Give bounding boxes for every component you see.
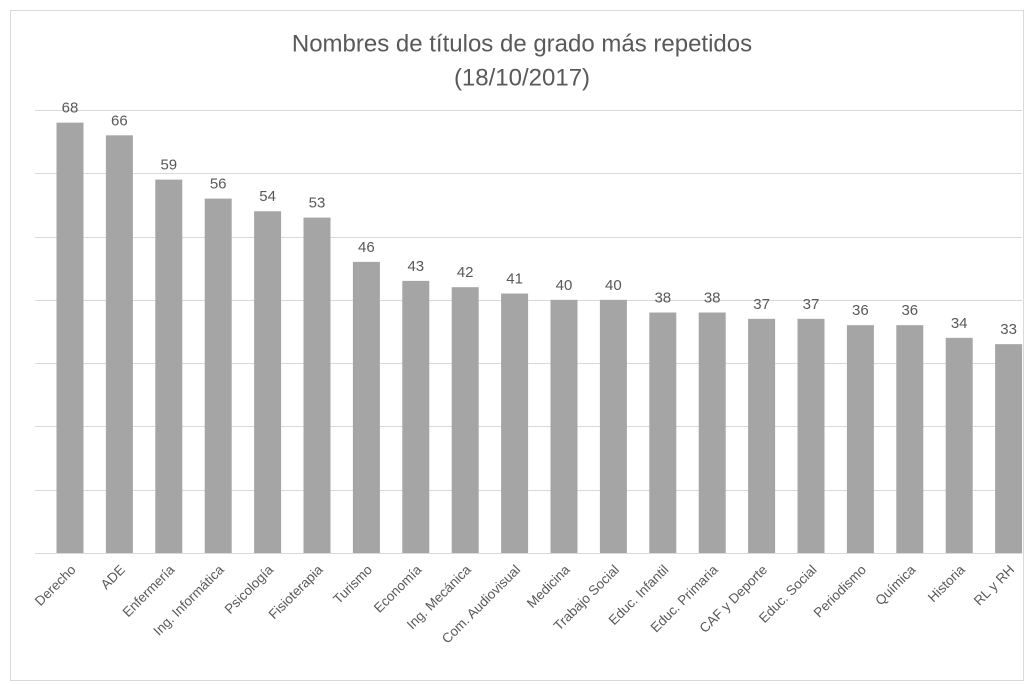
bar xyxy=(945,337,973,553)
bar xyxy=(56,122,84,554)
data-label: 37 xyxy=(753,296,770,313)
bar xyxy=(204,198,232,553)
bar xyxy=(352,261,380,553)
data-label: 37 xyxy=(803,296,820,313)
data-label: 66 xyxy=(111,112,128,129)
bar xyxy=(649,312,677,553)
bar xyxy=(105,135,133,554)
data-label: 56 xyxy=(210,176,227,193)
bar xyxy=(698,312,726,553)
data-label: 36 xyxy=(852,302,869,319)
data-label: 34 xyxy=(951,315,968,332)
bar xyxy=(599,299,627,553)
data-label: 41 xyxy=(506,270,523,287)
bar xyxy=(254,211,282,553)
bar xyxy=(995,344,1023,553)
bar xyxy=(748,318,776,553)
bar xyxy=(797,318,825,553)
bar xyxy=(846,325,874,553)
data-label: 36 xyxy=(901,302,918,319)
data-label: 53 xyxy=(309,195,326,212)
data-label: 40 xyxy=(605,277,622,294)
bar xyxy=(896,325,924,553)
data-label: 42 xyxy=(457,264,474,281)
data-label: 38 xyxy=(654,289,671,306)
bar xyxy=(451,287,479,553)
bar xyxy=(402,280,430,553)
data-label: 59 xyxy=(160,157,177,174)
data-label: 46 xyxy=(358,239,375,256)
bar xyxy=(155,179,183,553)
chart-title: Nombres de títulos de grado más repetido… xyxy=(292,30,752,57)
bar xyxy=(550,299,578,553)
data-label: 38 xyxy=(704,289,721,306)
bar xyxy=(501,293,529,553)
bar xyxy=(303,217,331,554)
data-label: 68 xyxy=(62,100,79,117)
data-label: 54 xyxy=(259,188,276,205)
chart-subtitle: (18/10/2017) xyxy=(454,64,590,91)
data-label: 33 xyxy=(1000,321,1017,338)
data-label: 40 xyxy=(556,277,573,294)
data-label: 43 xyxy=(407,258,424,275)
